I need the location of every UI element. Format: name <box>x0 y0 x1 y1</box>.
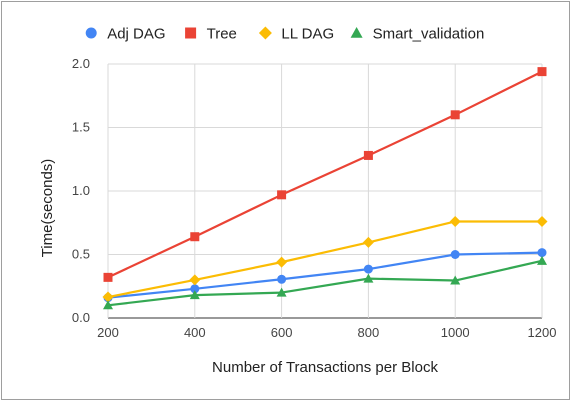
legend: Adj DAG Tree LL DAG Smart_validation <box>85 26 485 43</box>
point-tree <box>450 110 460 120</box>
series-line-smart-validation <box>107 259 543 307</box>
legend-label-smart-validation: Smart_validation <box>373 26 485 43</box>
legend-marker-adj-dag <box>85 27 97 39</box>
legend-marker-tree <box>185 27 197 39</box>
y-tick-label: 1.5 <box>72 120 90 135</box>
point-ll-dag <box>102 291 114 303</box>
x-tick-label: 200 <box>97 325 119 340</box>
point-adj-dag <box>277 274 287 284</box>
point-adj-dag <box>363 264 373 274</box>
y-tick-label: 2.0 <box>72 56 90 71</box>
point-tree <box>190 232 200 242</box>
x-tick-label: 1200 <box>528 325 557 340</box>
legend-marker-smart-validation <box>350 27 363 38</box>
x-tick-label: 800 <box>358 325 380 340</box>
y-tick-label: 0.0 <box>72 310 90 325</box>
point-smart-validation <box>276 287 287 297</box>
point-smart-validation <box>537 255 547 265</box>
point-adj-dag <box>190 284 200 294</box>
gridlines <box>107 63 543 319</box>
series-markers <box>102 67 548 310</box>
point-smart-validation <box>363 273 374 283</box>
point-tree <box>363 150 373 160</box>
y-tick-label: 0.5 <box>72 247 90 262</box>
series-line-ll-dag <box>107 220 542 299</box>
y-axis-title: Time(seconds) <box>39 159 56 258</box>
x-tick-label: 400 <box>184 325 206 340</box>
point-ll-dag <box>276 256 288 268</box>
point-smart-validation <box>103 300 113 310</box>
point-ll-dag <box>449 215 461 227</box>
series-line-adj-dag <box>107 251 543 299</box>
point-tree <box>103 272 113 282</box>
point-tree <box>277 190 287 200</box>
legend-marker-ll-dag <box>258 26 272 40</box>
series-line-tree <box>107 70 543 279</box>
tick-labels: 0.0 0.5 1.0 1.5 2.0 200 400 600 800 1000 1200 <box>72 56 557 340</box>
point-ll-dag <box>536 215 548 227</box>
x-axis-title: Number of Transactions per Block <box>212 359 438 376</box>
point-tree <box>537 67 547 77</box>
point-ll-dag <box>189 274 201 286</box>
point-adj-dag <box>450 250 460 259</box>
point-adj-dag <box>537 248 547 258</box>
x-tick-label: 1000 <box>441 325 470 340</box>
legend-label-ll-dag: LL DAG <box>281 26 334 43</box>
legend-label-tree: Tree <box>207 26 237 43</box>
point-ll-dag <box>362 236 374 248</box>
point-smart-validation <box>450 275 461 285</box>
x-tick-label: 600 <box>271 325 293 340</box>
point-smart-validation <box>189 290 200 300</box>
legend-label-adj-dag: Adj DAG <box>107 26 165 43</box>
y-tick-label: 1.0 <box>72 183 90 198</box>
series-lines <box>107 70 543 307</box>
